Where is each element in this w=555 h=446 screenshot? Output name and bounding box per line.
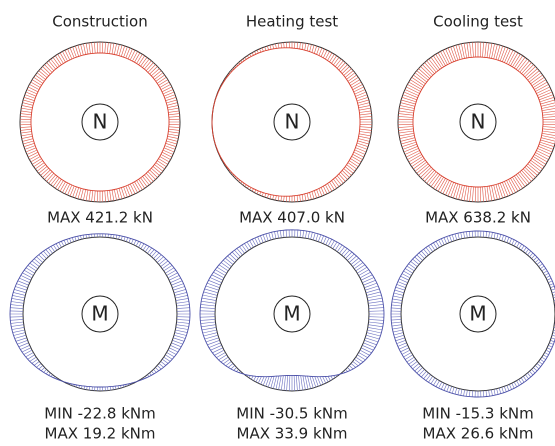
column-title: Cooling test [433,13,523,31]
force-hatching [19,41,181,203]
m-max: MAX 33.9 kNm [237,425,348,443]
moment-hatching [391,230,555,398]
m-min: MIN -15.3 kNm [422,405,533,423]
n-caption: MAX 421.2 kN [47,209,153,227]
n-caption: MAX 638.2 kN [425,209,531,227]
n-label: N [93,110,108,134]
moment-outline [9,233,191,388]
label-circle [273,295,311,333]
m-label: M [283,302,300,326]
label-circle [81,295,119,333]
label-circle [273,103,311,141]
moment-hatching [200,229,384,392]
m-max: MAX 19.2 kNm [45,425,156,443]
force-outline [211,47,361,197]
label-circle [459,103,497,141]
force-hatching [397,41,555,203]
n-caption: MAX 407.0 kN [239,209,345,227]
label-circle [459,295,497,333]
force-outline [30,52,170,192]
n-label: N [471,110,486,134]
m-label: M [91,302,108,326]
label-circle [81,103,119,141]
m-max: MAX 26.6 kNm [423,425,534,443]
column-title: Heating test [246,13,338,31]
n-label: N [285,110,300,134]
column-title: Construction [52,13,148,31]
m-min: MIN -22.8 kNm [44,405,155,423]
moment-outline [199,229,385,378]
m-min: MIN -30.5 kNm [236,405,347,423]
moment-outline [390,230,555,398]
force-outline [412,56,544,188]
m-label: M [469,302,486,326]
